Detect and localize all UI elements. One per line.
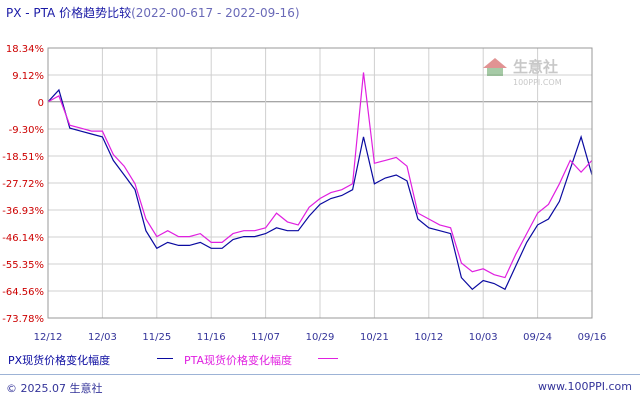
pta-series-line: [47, 72, 593, 279]
x-tick-label: 10/12: [414, 332, 443, 343]
plot-border: [47, 47, 593, 319]
y-tick-label: 0: [38, 98, 44, 109]
chart-title-main: PX - PTA 价格趋势比较: [6, 6, 132, 20]
x-tick-label: 12/03: [88, 332, 117, 343]
y-tick-label: -55.35%: [2, 260, 44, 271]
x-tick-label: 10/29: [306, 332, 335, 343]
y-tick-label: -27.72%: [2, 179, 44, 190]
legend-px-swatch: [157, 358, 173, 359]
y-tick-label: -73.78%: [2, 314, 44, 325]
x-tick-label: 11/16: [197, 332, 226, 343]
legend-px: PX现货价格变化幅度: [8, 352, 110, 368]
y-tick-label: -64.56%: [2, 287, 44, 298]
watermark: 生意社 100PPI.COM: [483, 58, 562, 87]
y-axis-ticks: 18.34% 9.12% 0 -9.30% -18.51% -27.72% -36.93% -…: [2, 44, 44, 325]
legend-pta-label: PTA现货价格变化幅度: [184, 354, 293, 367]
x-tick-label: 12/12: [34, 332, 63, 343]
y-tick-label: 9.12%: [12, 71, 44, 82]
footer-copyright: © 2025.07 生意社: [6, 382, 103, 395]
x-tick-label: 11/07: [251, 332, 280, 343]
footer-site-link[interactable]: www.100PPI.com: [538, 380, 632, 393]
chart-title-date-range: (2022-00-617 - 2022-09-16): [131, 6, 300, 20]
x-tick-label: 11/25: [142, 332, 171, 343]
y-tick-label: -9.30%: [9, 125, 44, 136]
x-tick-label: 09/24: [523, 332, 552, 343]
footer-divider: [0, 374, 640, 375]
watermark-text: 生意社: [513, 58, 558, 76]
y-tick-label: -36.93%: [2, 206, 44, 217]
watermark-url: 100PPI.COM: [513, 78, 562, 87]
legend-pta-swatch: [318, 358, 338, 359]
x-tick-label: 09/16: [578, 332, 607, 343]
y-tick-label: -46.14%: [2, 233, 44, 244]
x-tick-label: 10/21: [360, 332, 389, 343]
legend-pta: PTA现货价格变化幅度: [184, 352, 292, 368]
legend-px-label: PX现货价格变化幅度: [8, 354, 111, 367]
y-tick-label: 18.34%: [6, 44, 44, 55]
px-series-line: [47, 88, 593, 291]
x-axis-ticks: 12/12 12/03 11/25 11/16 11/07 10/29 10/21 10/12…: [34, 332, 607, 343]
chart-title: PX - PTA 价格趋势比较(2022-00-617 - 2022-09-16…: [6, 4, 300, 21]
y-tick-label: -18.51%: [2, 152, 44, 163]
x-tick-label: 10/03: [469, 332, 498, 343]
series-layer: [47, 72, 593, 291]
watermark-logo-icon: [483, 58, 507, 76]
